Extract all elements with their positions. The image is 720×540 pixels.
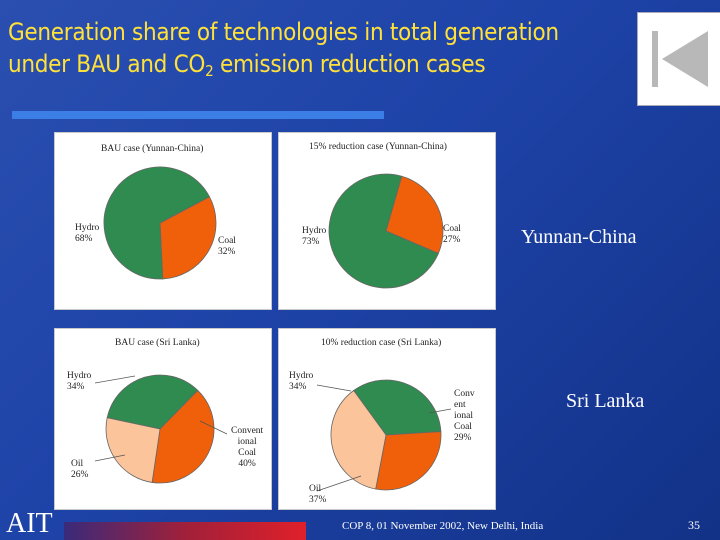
slice-label-hydro: Hydro 34% — [289, 371, 314, 392]
pie-slice-hydro — [353, 379, 442, 436]
leader-line-oil — [94, 454, 126, 462]
pie-slice-hydro — [106, 374, 199, 430]
pie-chart-bau-yunnan — [103, 166, 217, 280]
pie-slice-coal — [159, 196, 217, 280]
title-line-2: under BAU and CO2 emission reduction cas… — [8, 48, 628, 87]
slice-label-hydro: Hydro 68% — [75, 223, 100, 244]
leader-line-coal — [199, 420, 228, 435]
leader-line-hydro — [316, 384, 352, 392]
page-number: 35 — [688, 518, 700, 532]
title-line-2-pre: under BAU and CO — [8, 50, 206, 78]
back-to-start-icon — [652, 31, 708, 87]
back-to-start-button[interactable] — [637, 12, 720, 106]
chart-title: BAU case (Sri Lanka) — [115, 338, 200, 348]
footer-event-text: COP 8, 01 November 2002, New Delhi, Indi… — [342, 520, 544, 532]
leader-line-coal — [428, 408, 452, 414]
chart-title: 15% reduction case (Yunnan-China) — [309, 142, 447, 152]
pie-chart-10pct-srilanka — [316, 379, 452, 492]
chart-panel-15pct-yunnan: 15% reduction case (Yunnan-China) Hydro 7… — [278, 132, 496, 310]
chart-panel-10pct-srilanka: 10% reduction case (Sri Lanka) Hydro 34% … — [278, 328, 496, 510]
chart-panel-bau-yunnan: BAU case (Yunnan-China) Hydro 68% Coal 32% — [54, 132, 272, 310]
slice-label-coal: Coal 32% — [218, 236, 236, 257]
pie-slice-coal — [385, 175, 444, 254]
pie-chart-15pct-yunnan — [328, 173, 444, 289]
footer-logo-text: AIT — [6, 508, 53, 539]
title-line-1: Generation share of technologies in tota… — [8, 18, 559, 46]
pie-chart-bau-srilanka — [94, 374, 228, 484]
region-label-srilanka: Sri Lanka — [566, 390, 645, 412]
pie-slice-hydro — [103, 166, 210, 280]
pie-slice-conventional-coal — [375, 431, 442, 491]
region-label-yunnan: Yunnan-China — [521, 226, 637, 248]
slice-label-conventional-coal: Convent ional Coal 40% — [231, 426, 264, 469]
leader-line-hydro — [94, 375, 136, 384]
chart-title: 10% reduction case (Sri Lanka) — [321, 338, 442, 348]
title-underline-bar — [12, 111, 384, 119]
pie-slice-conventional-coal — [151, 389, 215, 484]
pie-slice-oil — [105, 417, 161, 483]
title-line-2-post: emission reduction cases — [213, 50, 486, 78]
slice-label-hydro: Hydro 73% — [302, 226, 327, 247]
slice-label-oil: Oil 26% — [71, 459, 89, 480]
chart-title: BAU case (Yunnan-China) — [101, 144, 204, 154]
slide-title: Generation share of technologies in tota… — [8, 16, 628, 87]
title-subscript: 2 — [205, 62, 214, 80]
slice-label-hydro: Hydro 34% — [67, 371, 92, 392]
slice-label-conventional-coal: Conv ent ional Coal 29% — [454, 389, 475, 443]
pie-slice-hydro — [328, 173, 439, 289]
slice-label-coal: Coal 27% — [443, 224, 461, 245]
leader-line-oil — [316, 475, 362, 492]
chart-panel-bau-srilanka: BAU case (Sri Lanka) Hydro 34% Convent ion… — [54, 328, 272, 510]
footer-accent-bar — [64, 522, 306, 540]
pie-slice-oil — [330, 389, 387, 490]
slice-label-oil: Oil 37% — [309, 484, 327, 505]
